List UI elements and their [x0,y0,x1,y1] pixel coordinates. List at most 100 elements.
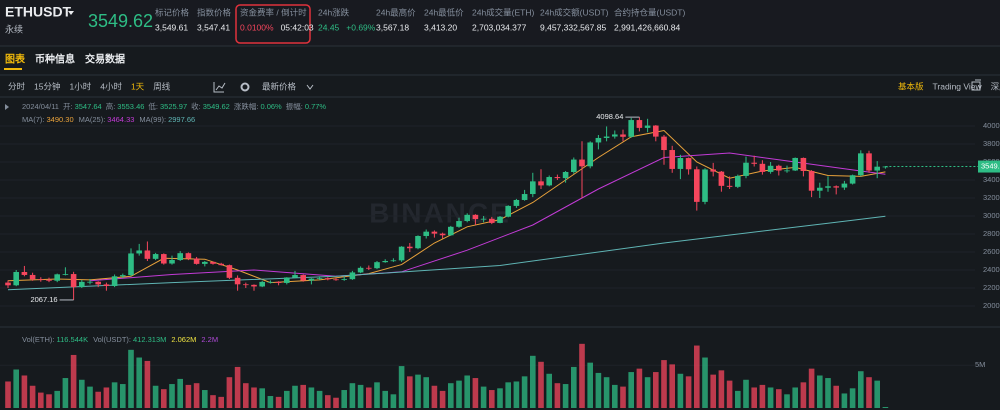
volume-bar [456,380,462,408]
volume-bar [341,390,347,408]
price-caret[interactable] [306,84,314,90]
legend-label: 涨跌幅: [234,101,259,111]
interval[interactable]: 4小时 [100,81,122,91]
volume-bar [505,382,511,408]
candle-body [767,165,774,172]
candle-body [612,134,618,137]
volume-bar [300,384,306,408]
candle-body [751,162,757,164]
candle-body [456,221,462,227]
candle-body [554,177,561,179]
volume-bar [193,383,200,408]
indicator-icon[interactable] [213,82,226,93]
fullscreen-icon[interactable] [971,79,981,91]
candle-body [46,279,52,281]
volume-legend-name: Vol(USDT): [93,335,131,344]
candle-body [562,171,569,179]
tab[interactable]: 交易数据 [85,53,125,66]
candle-body [218,263,224,266]
candle-body [661,136,667,151]
candle-body [308,278,315,281]
volume-bar [79,379,85,408]
volume-bar [767,387,774,408]
volume-bar [357,384,364,408]
candle-body [776,165,782,171]
ma-legend-value: 3464.33 [107,115,134,124]
symbol-caret[interactable] [68,11,74,15]
candle-body [677,158,684,169]
volume-bar [13,369,19,408]
candle-body [472,214,479,220]
volume-bar [620,386,626,408]
view-option[interactable]: 深度 [991,81,1000,91]
candle-body [152,254,159,259]
legend-value: 0.77% [305,102,327,111]
candle-body [29,274,36,280]
volume-bar [169,384,175,408]
stat-value: +0.69% [346,22,376,32]
volume-bar [243,383,249,408]
candle-body [726,185,733,187]
candle-body [136,250,142,254]
volume-bar [792,387,798,408]
volume-bar [694,345,700,408]
ma-legend-name: MA(25): [79,115,106,124]
volume-bar [95,391,101,408]
stat-value: 24.45 [318,22,340,32]
candle-body [292,275,298,278]
candle-body [571,159,577,172]
candle-body [341,279,347,280]
stat-label: 合约持仓量(USDT) [614,7,685,17]
volume-bar [489,390,495,408]
volume-bar [103,387,110,408]
candle-body [710,169,716,172]
candle-body [374,262,380,269]
tab[interactable]: 图表 [5,53,26,66]
volume-bar [776,389,782,408]
legend-toggle[interactable] [5,104,9,110]
interval[interactable]: 周线 [153,81,171,91]
candle-body [497,216,503,223]
volume-bar [530,355,536,408]
symbol[interactable]: ETHUSDT [5,4,72,20]
candle-body [62,274,69,275]
volume-bar [144,360,151,408]
candle-body [128,253,134,276]
volume-bar [685,376,692,408]
volume-bar [833,385,839,408]
volume-bar [349,383,356,408]
volume-bar [70,354,77,408]
view-option[interactable]: Trading View [933,81,983,91]
volume-bar [382,390,388,408]
candle-body [407,246,413,249]
interval[interactable]: 1小时 [69,81,91,91]
view-option[interactable]: 基本版 [898,81,924,91]
volume-bar [554,383,561,408]
candle-body [718,171,725,186]
stat-label: 24h最高价 [376,7,416,17]
volume-bar [587,362,593,408]
stat-value: 3,547.41 [197,22,230,32]
candle-body [603,136,610,138]
settings-icon[interactable] [240,82,250,92]
candle-body [849,175,856,184]
candle-body [685,158,692,170]
candle-body [333,279,339,281]
interval[interactable]: 1天 [131,81,145,91]
interval[interactable]: 分时 [8,81,26,91]
volume-bar [882,407,889,408]
y-tick-label: 3800 [983,139,1000,148]
interval[interactable]: 15分钟 [34,81,60,91]
candle-body [193,258,200,264]
volume-bar [628,372,634,408]
candle-body [759,163,766,172]
candle-body [87,281,93,283]
candle-body [595,137,602,143]
volume-bar [284,390,290,408]
tab[interactable]: 币种信息 [35,53,75,66]
volume-bar [653,372,659,408]
volume-bar [464,375,470,408]
price-type[interactable]: 最新价格 [262,81,297,91]
y-tick-label: 3200 [983,193,1000,202]
volume-legend-value: 2.2M [201,335,218,344]
